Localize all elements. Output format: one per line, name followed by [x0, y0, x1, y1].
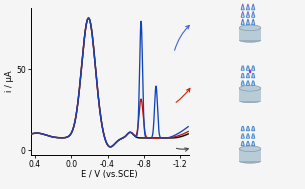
Bar — [239, 28, 261, 40]
Y-axis label: i / μA: i / μA — [5, 70, 15, 92]
X-axis label: E / V (vs.SCE): E / V (vs.SCE) — [81, 170, 138, 179]
Circle shape — [249, 70, 251, 73]
Circle shape — [242, 4, 243, 6]
Circle shape — [242, 11, 243, 13]
Circle shape — [247, 11, 249, 13]
Circle shape — [247, 19, 249, 21]
Ellipse shape — [239, 85, 261, 91]
Bar — [239, 149, 261, 161]
Ellipse shape — [239, 99, 261, 103]
Bar — [239, 88, 261, 101]
Circle shape — [253, 19, 254, 21]
Ellipse shape — [239, 38, 261, 42]
Circle shape — [247, 4, 249, 6]
Circle shape — [253, 11, 254, 13]
Circle shape — [242, 19, 243, 21]
Circle shape — [253, 4, 254, 6]
Ellipse shape — [239, 159, 261, 163]
Ellipse shape — [239, 25, 261, 31]
Ellipse shape — [239, 146, 261, 152]
